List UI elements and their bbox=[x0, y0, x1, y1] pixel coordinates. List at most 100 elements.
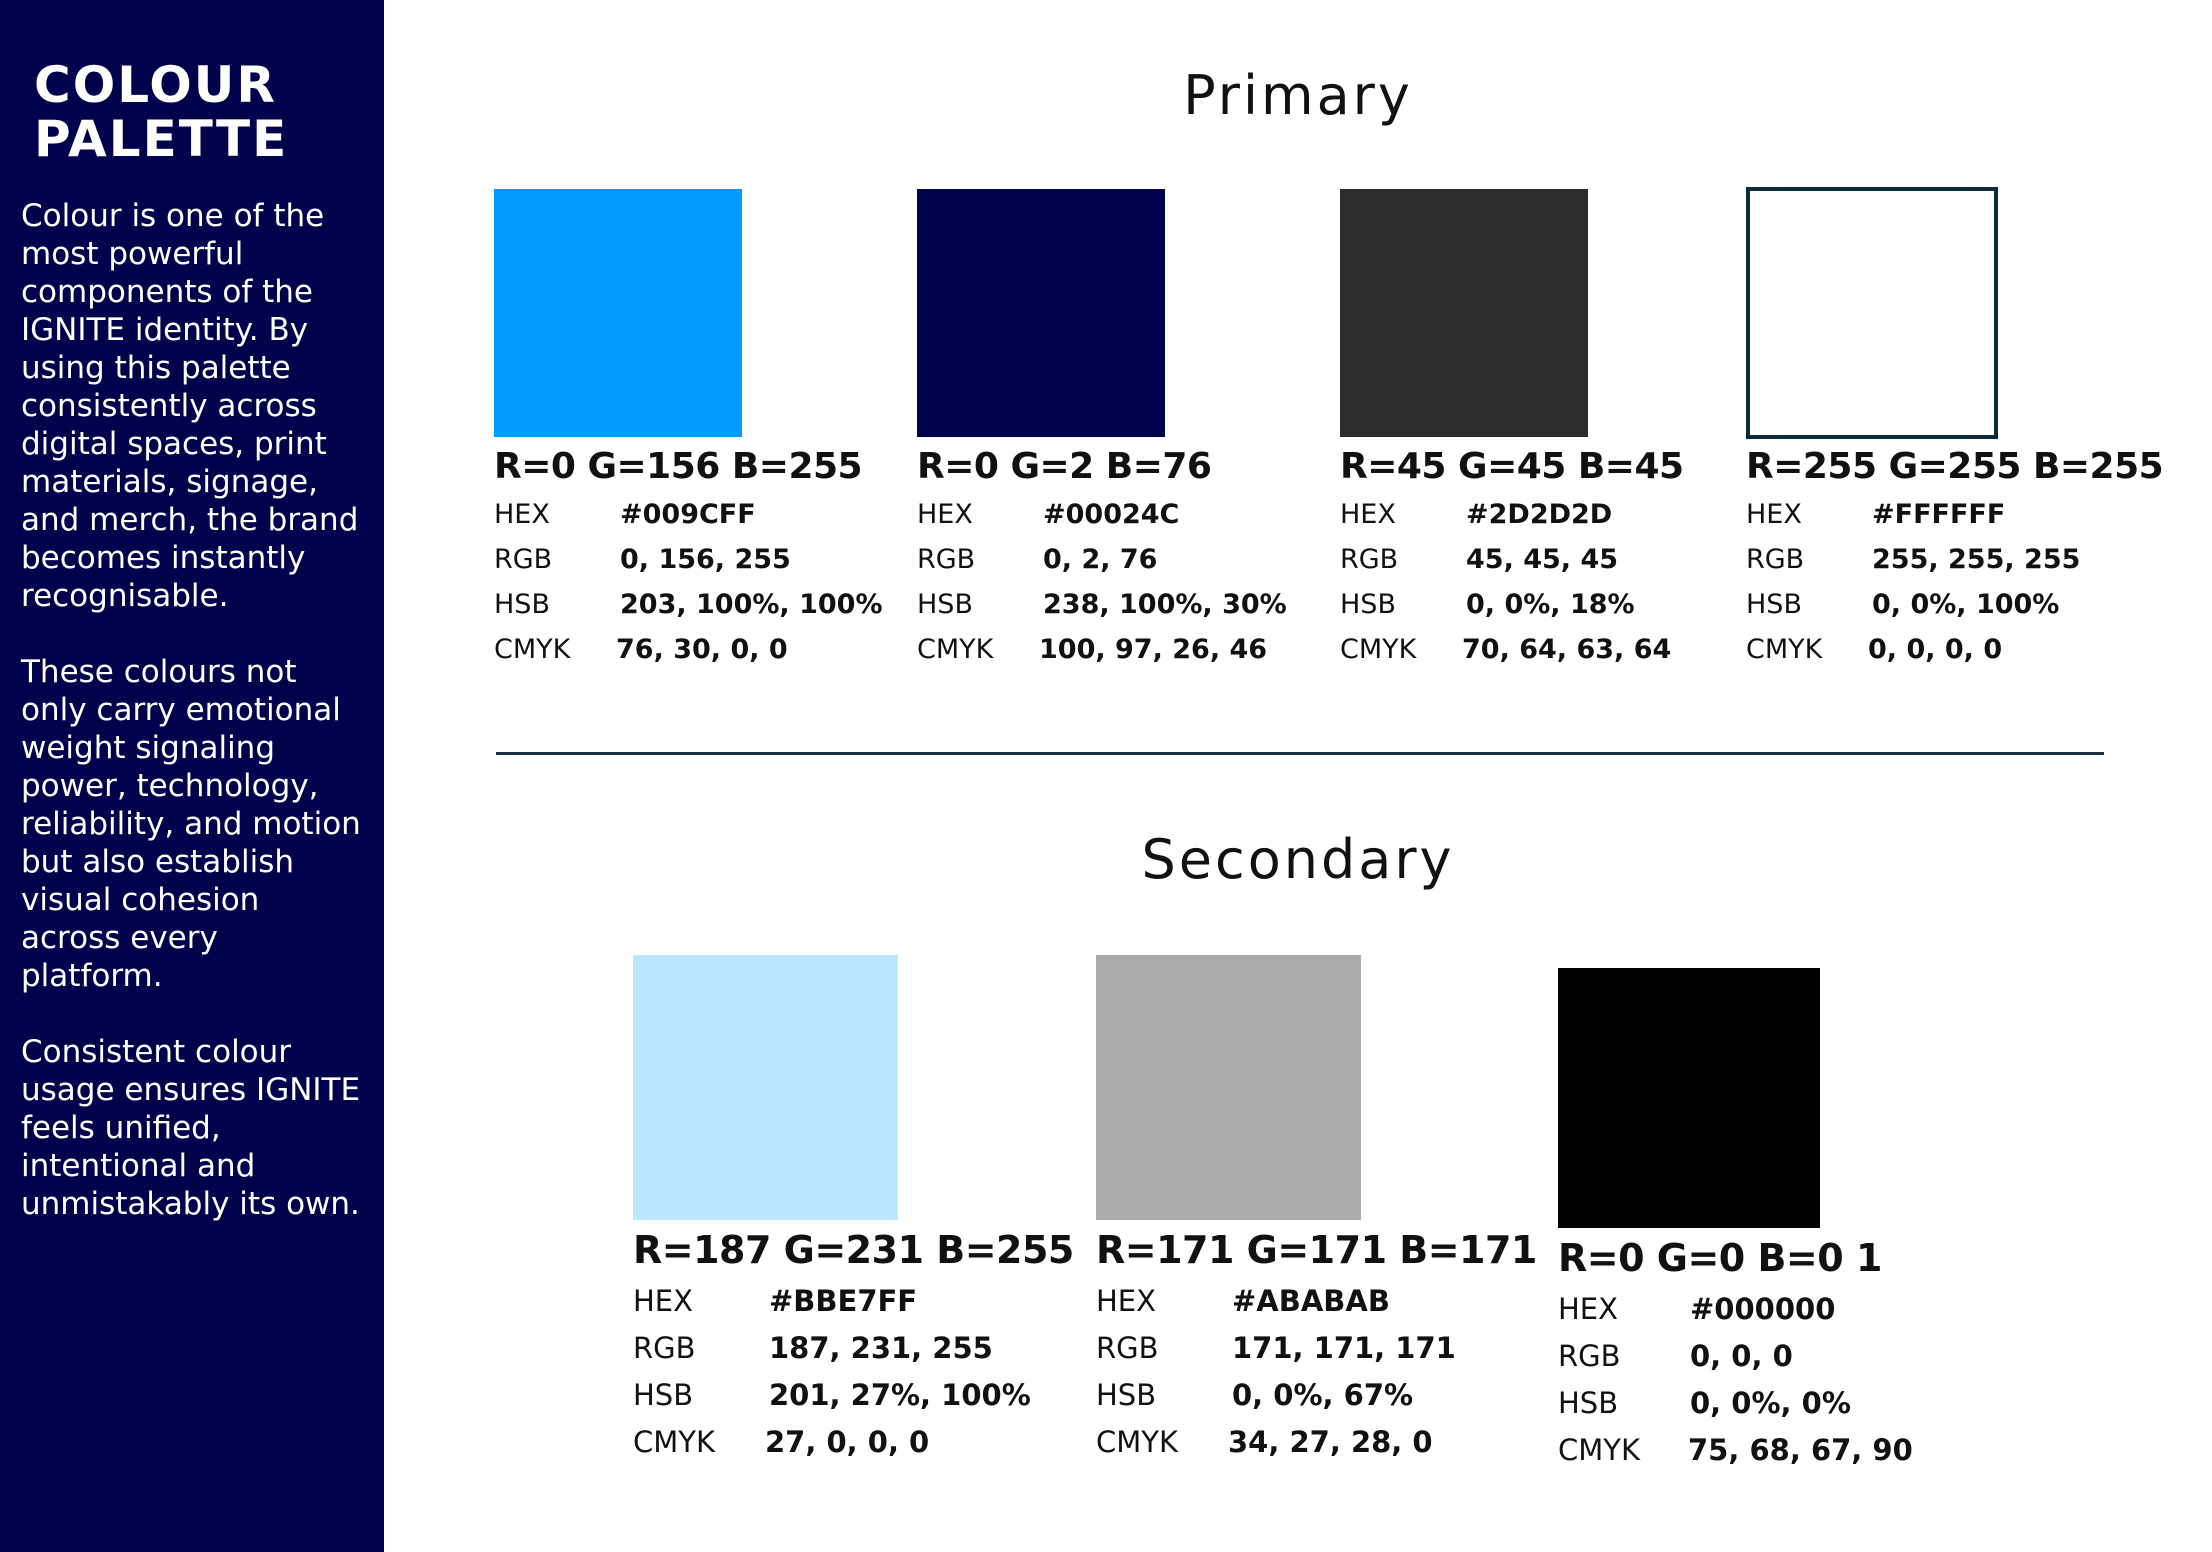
rgb-heading: R=171 G=171 B=171 bbox=[1096, 1228, 1537, 1272]
hex-value: #2D2D2D bbox=[1466, 499, 1613, 530]
rgb-value: 171, 171, 171 bbox=[1232, 1331, 1456, 1365]
cmyk-row: CMYK 76, 30, 0, 0 bbox=[494, 634, 883, 679]
color-swatch bbox=[494, 189, 742, 437]
hsb-row: HSB 0, 0%, 100% bbox=[1746, 589, 2163, 634]
section-divider bbox=[496, 752, 2104, 755]
rgb-heading: R=0 G=0 B=0 1 bbox=[1558, 1236, 1882, 1280]
color-swatch bbox=[917, 189, 1165, 437]
cmyk-row: CMYK 34, 27, 28, 0 bbox=[1096, 1425, 1537, 1472]
hex-label: HEX bbox=[633, 1284, 693, 1318]
hex-value: #009CFF bbox=[620, 499, 756, 530]
hsb-label: HSB bbox=[917, 589, 973, 620]
rgb-row: RGB 187, 231, 255 bbox=[633, 1331, 1074, 1378]
hex-value: #000000 bbox=[1690, 1292, 1836, 1326]
color-swatch bbox=[1340, 189, 1588, 437]
color-swatch bbox=[1096, 955, 1361, 1220]
primary-swatch-card-2: R=0 G=2 B=76 HEX #00024C RGB 0, 2, 76 HSB 2… bbox=[917, 189, 1287, 679]
rgb-row: RGB 45, 45, 45 bbox=[1340, 544, 1684, 589]
secondary-section-title: Secondary bbox=[1141, 828, 1455, 891]
hsb-row: HSB 0, 0%, 18% bbox=[1340, 589, 1684, 634]
primary-section-title: Primary bbox=[1183, 64, 1413, 127]
hsb-value: 0, 0%, 100% bbox=[1872, 589, 2060, 620]
hex-row: HEX #ABABAB bbox=[1096, 1284, 1537, 1331]
hsb-row: HSB 0, 0%, 67% bbox=[1096, 1378, 1537, 1425]
hsb-value: 0, 0%, 18% bbox=[1466, 589, 1635, 620]
color-swatch bbox=[1558, 968, 1820, 1228]
primary-swatch-card-3: R=45 G=45 B=45 HEX #2D2D2D RGB 45, 45, 45 … bbox=[1340, 189, 1684, 679]
rgb-row: RGB 0, 2, 76 bbox=[917, 544, 1287, 589]
rgb-value: 187, 231, 255 bbox=[769, 1331, 993, 1365]
hex-row: HEX #000000 bbox=[1558, 1292, 1913, 1339]
cmyk-value: 0, 0, 0, 0 bbox=[1868, 634, 2003, 665]
cmyk-row: CMYK 100, 97, 26, 46 bbox=[917, 634, 1287, 679]
hsb-label: HSB bbox=[1558, 1386, 1619, 1420]
rgb-row: RGB 0, 0, 0 bbox=[1558, 1339, 1913, 1386]
cmyk-label: CMYK bbox=[1558, 1433, 1641, 1467]
cmyk-value: 75, 68, 67, 90 bbox=[1688, 1433, 1913, 1467]
hex-value: #ABABAB bbox=[1232, 1284, 1390, 1318]
color-swatch bbox=[1746, 187, 1998, 439]
primary-swatch-card-4: R=255 G=255 B=255 HEX #FFFFFF RGB 255, 255… bbox=[1746, 187, 2164, 679]
secondary-swatch-card-3: R=0 G=0 B=0 1 HEX #000000 RGB 0, 0, 0 HSB 0… bbox=[1558, 968, 1913, 1480]
cmyk-value: 100, 97, 26, 46 bbox=[1039, 634, 1268, 665]
description-paragraph-3: Consistent colour usage ensures IGNITE f… bbox=[21, 1034, 361, 1222]
rgb-heading: R=45 G=45 B=45 bbox=[1340, 446, 1684, 487]
hsb-value: 0, 0%, 67% bbox=[1232, 1378, 1414, 1412]
cmyk-label: CMYK bbox=[1746, 634, 1823, 665]
hsb-row: HSB 203, 100%, 100% bbox=[494, 589, 883, 634]
sidebar: COLOUR PALETTE Colour is one of the most… bbox=[0, 0, 384, 1552]
rgb-value: 45, 45, 45 bbox=[1466, 544, 1619, 575]
cmyk-label: CMYK bbox=[1340, 634, 1417, 665]
cmyk-label: CMYK bbox=[1096, 1425, 1179, 1459]
primary-swatch-card-1: R=0 G=156 B=255 HEX #009CFF RGB 0, 156, 25… bbox=[494, 189, 883, 679]
rgb-heading: R=255 G=255 B=255 bbox=[1746, 446, 2164, 487]
hsb-label: HSB bbox=[1096, 1378, 1157, 1412]
hex-row: HEX #BBE7FF bbox=[633, 1284, 1074, 1331]
cmyk-row: CMYK 0, 0, 0, 0 bbox=[1746, 634, 2163, 679]
rgb-value: 0, 156, 255 bbox=[620, 544, 791, 575]
page-title-line-1: COLOUR bbox=[34, 56, 277, 114]
description-paragraph-1: Colour is one of the most powerful compo… bbox=[21, 198, 359, 614]
hsb-label: HSB bbox=[494, 589, 550, 620]
cmyk-label: CMYK bbox=[917, 634, 994, 665]
rgb-row: RGB 255, 255, 255 bbox=[1746, 544, 2163, 589]
hsb-row: HSB 0, 0%, 0% bbox=[1558, 1386, 1913, 1433]
hex-row: HEX #FFFFFF bbox=[1746, 499, 2163, 544]
hsb-value: 0, 0%, 0% bbox=[1690, 1386, 1851, 1420]
rgb-heading: R=187 G=231 B=255 bbox=[633, 1228, 1074, 1272]
sidebar-description: Colour is one of the most powerful compo… bbox=[21, 197, 366, 1261]
rgb-label: RGB bbox=[1096, 1331, 1159, 1365]
hsb-value: 203, 100%, 100% bbox=[620, 589, 883, 620]
cmyk-value: 27, 0, 0, 0 bbox=[765, 1425, 930, 1459]
page-title-line-2: PALETTE bbox=[34, 110, 289, 168]
cmyk-row: CMYK 75, 68, 67, 90 bbox=[1558, 1433, 1913, 1480]
cmyk-label: CMYK bbox=[633, 1425, 716, 1459]
rgb-value: 0, 0, 0 bbox=[1690, 1339, 1793, 1373]
rgb-label: RGB bbox=[1746, 544, 1805, 575]
cmyk-row: CMYK 27, 0, 0, 0 bbox=[633, 1425, 1074, 1472]
hex-label: HEX bbox=[1746, 499, 1802, 530]
secondary-swatch-card-2: R=171 G=171 B=171 HEX #ABABAB RGB 171, 171… bbox=[1096, 955, 1537, 1472]
rgb-label: RGB bbox=[1340, 544, 1399, 575]
hex-label: HEX bbox=[917, 499, 973, 530]
hsb-label: HSB bbox=[1340, 589, 1396, 620]
hsb-value: 201, 27%, 100% bbox=[769, 1378, 1031, 1412]
rgb-label: RGB bbox=[633, 1331, 696, 1365]
rgb-heading: R=0 G=156 B=255 bbox=[494, 446, 863, 487]
hex-value: #FFFFFF bbox=[1872, 499, 2006, 530]
hsb-row: HSB 201, 27%, 100% bbox=[633, 1378, 1074, 1425]
hsb-label: HSB bbox=[633, 1378, 694, 1412]
rgb-value: 0, 2, 76 bbox=[1043, 544, 1158, 575]
hsb-row: HSB 238, 100%, 30% bbox=[917, 589, 1287, 634]
hex-row: HEX #009CFF bbox=[494, 499, 883, 544]
color-swatch bbox=[633, 955, 898, 1220]
hex-row: HEX #2D2D2D bbox=[1340, 499, 1684, 544]
rgb-label: RGB bbox=[917, 544, 976, 575]
hex-row: HEX #00024C bbox=[917, 499, 1287, 544]
hex-value: #BBE7FF bbox=[769, 1284, 918, 1318]
cmyk-value: 76, 30, 0, 0 bbox=[616, 634, 788, 665]
hsb-value: 238, 100%, 30% bbox=[1043, 589, 1287, 620]
secondary-swatch-card-1: R=187 G=231 B=255 HEX #BBE7FF RGB 187, 231… bbox=[633, 955, 1074, 1472]
rgb-heading: R=0 G=2 B=76 bbox=[917, 446, 1212, 487]
palette-main: Primary R=0 G=156 B=255 HEX #009CFF RGB 0,… bbox=[384, 0, 2212, 1552]
